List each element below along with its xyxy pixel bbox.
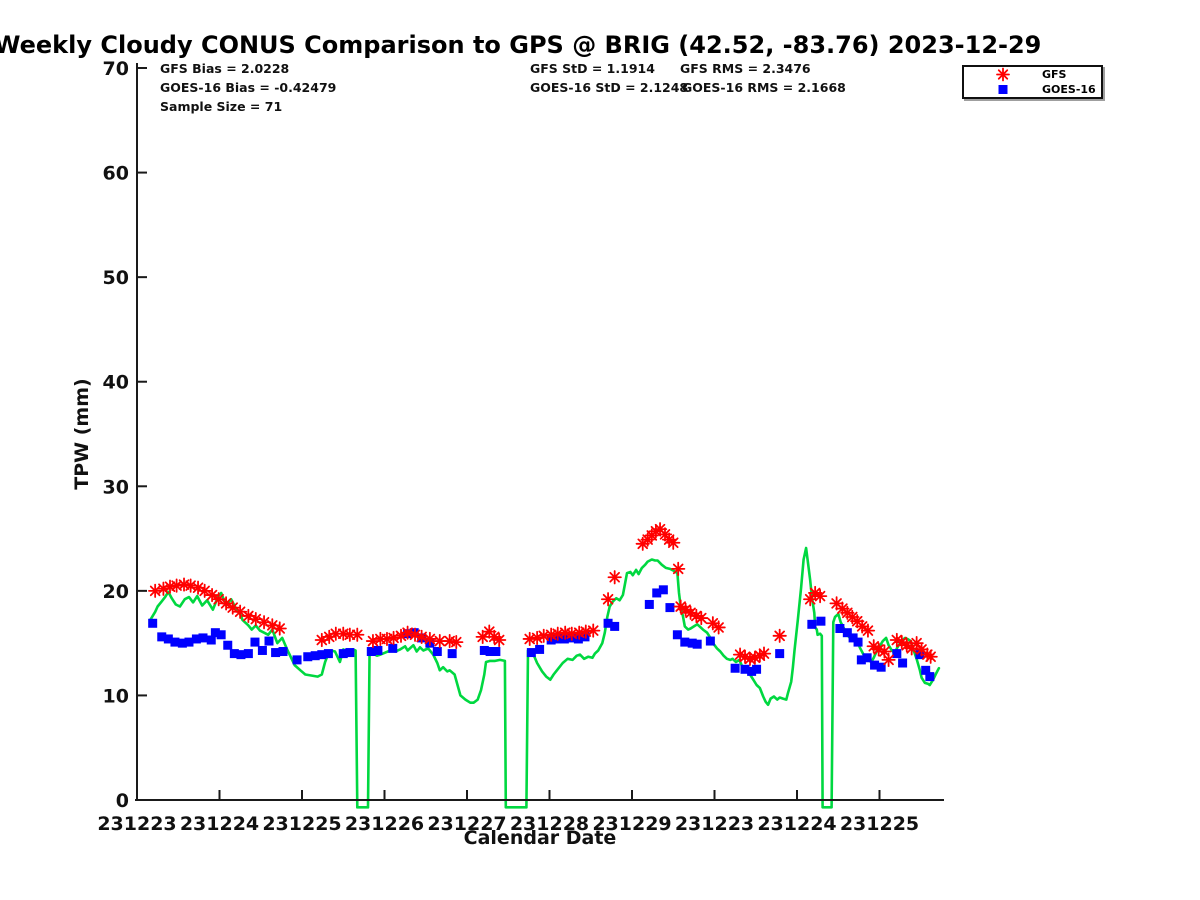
- legend-label-gfs: GFS: [1042, 68, 1067, 81]
- legend-item-goes16: GOES-16: [964, 82, 1101, 97]
- goes16-square-icon: [964, 82, 1042, 97]
- legend-item-gfs: GFS: [964, 67, 1101, 82]
- x-tick-label: 231225: [840, 813, 919, 835]
- y-tick-label: 60: [103, 163, 129, 185]
- x-tick-label: 231225: [262, 813, 341, 835]
- stat-goes16-std: GOES-16 StD = 2.1248: [530, 80, 689, 95]
- stat-goes16-bias: GOES-16 Bias = -0.42479: [160, 80, 337, 95]
- y-axis-label: TPW (mm): [71, 378, 93, 489]
- x-axis-label: Calendar Date: [464, 827, 617, 849]
- x-tick-label: 231224: [757, 813, 836, 835]
- legend-label-goes16: GOES-16: [1042, 83, 1096, 96]
- gfs-asterisk-icon: [964, 67, 1042, 82]
- axes: [135, 63, 944, 801]
- gfs-markers: [148, 522, 938, 667]
- y-tick-label: 70: [103, 58, 129, 80]
- stat-gfs-rms: GFS RMS = 2.3476: [680, 61, 811, 76]
- stat-goes16-rms: GOES-16 RMS = 2.1668: [682, 80, 846, 95]
- legend-box: GFS GOES-16: [962, 65, 1103, 99]
- x-tick-label: 231224: [180, 813, 259, 835]
- x-tick-label: 231229: [592, 813, 671, 835]
- y-tick-label: 20: [103, 581, 129, 603]
- y-tick-label: 40: [103, 372, 129, 394]
- stat-gfs-std: GFS StD = 1.1914: [530, 61, 655, 76]
- x-tick-label: 231223: [675, 813, 754, 835]
- chart-title: Weekly Cloudy CONUS Comparison to GPS @ …: [0, 31, 1042, 59]
- gps-line: [148, 546, 941, 809]
- x-tick-label: 231226: [345, 813, 424, 835]
- x-tick-label: 231228: [510, 813, 589, 835]
- stat-gfs-bias: GFS Bias = 2.0228: [160, 61, 290, 76]
- stat-sample-size: Sample Size = 71: [160, 99, 283, 114]
- tick-labels: 231223 231224 231225 231226 231227 231228 2312…: [97, 58, 919, 835]
- y-tick-label: 50: [103, 267, 129, 289]
- y-tick-label: 10: [103, 685, 129, 707]
- y-tick-label: 0: [116, 790, 129, 812]
- x-tick-label: 231223: [97, 813, 176, 835]
- x-tick-label: 231227: [427, 813, 506, 835]
- y-tick-label: 30: [103, 476, 129, 498]
